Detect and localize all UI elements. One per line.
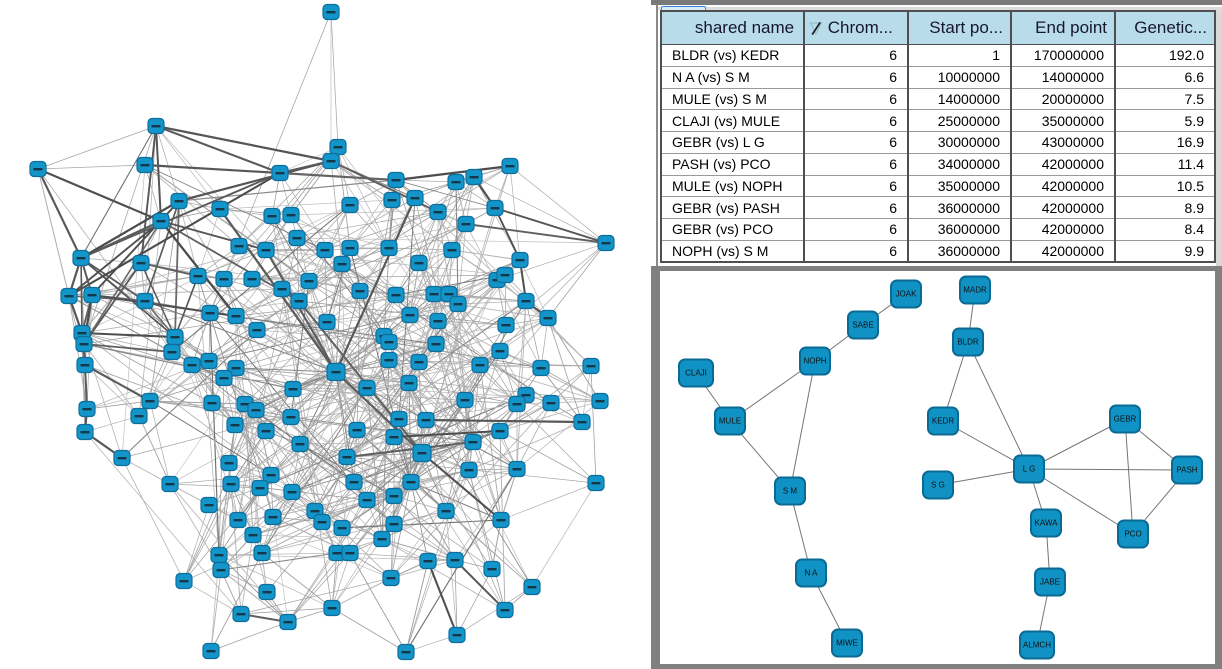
svg-text:L G: L G bbox=[1023, 465, 1036, 474]
svg-text:KEDR: KEDR bbox=[932, 417, 954, 426]
svg-text:S M: S M bbox=[783, 487, 798, 496]
svg-text:N A: N A bbox=[805, 569, 819, 578]
svg-text:KAWA: KAWA bbox=[1035, 519, 1059, 528]
svg-text:MULE: MULE bbox=[719, 417, 741, 426]
svg-text:MADR: MADR bbox=[963, 286, 987, 295]
svg-text:S G: S G bbox=[931, 481, 945, 490]
svg-text:PASH: PASH bbox=[1176, 466, 1197, 475]
svg-text:CLAJI: CLAJI bbox=[685, 369, 707, 378]
svg-text:JABE: JABE bbox=[1040, 578, 1060, 587]
svg-text:GEBR: GEBR bbox=[1114, 415, 1137, 424]
svg-text:JOAK: JOAK bbox=[896, 290, 918, 299]
svg-text:SABE: SABE bbox=[852, 321, 873, 330]
svg-text:ALMCH: ALMCH bbox=[1023, 641, 1051, 650]
svg-text:PCO: PCO bbox=[1124, 530, 1141, 539]
svg-text:NOPH: NOPH bbox=[803, 357, 826, 366]
svg-text:MIWE: MIWE bbox=[836, 639, 858, 648]
svg-text:BLDR: BLDR bbox=[957, 338, 979, 347]
